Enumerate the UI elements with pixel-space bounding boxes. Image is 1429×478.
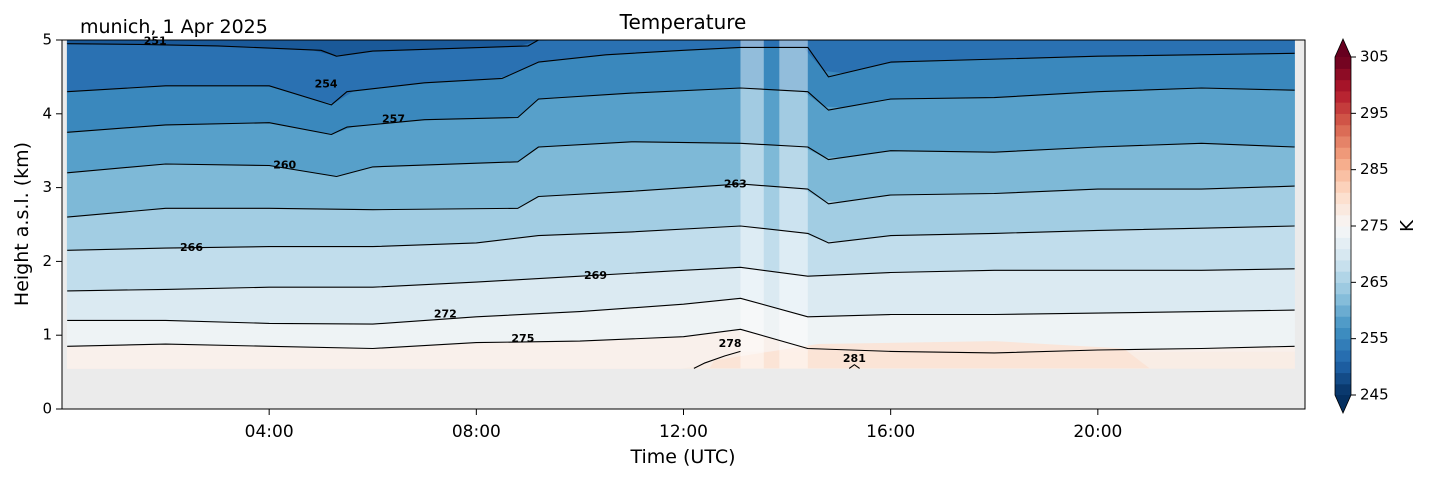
colorbar-segment: [1335, 383, 1351, 396]
contour-line-254: [67, 46, 1295, 106]
colorbar-segment: [1335, 203, 1351, 216]
contour-label-281: 281: [843, 352, 866, 365]
colorbar-segment: [1335, 158, 1351, 171]
contour-label-278: 278: [719, 337, 742, 350]
contour-line-269: [67, 266, 1295, 292]
contour-line-257: [67, 87, 1295, 136]
colorbar-tick-label-275: 275: [1360, 217, 1389, 235]
colorbar-segment: [1335, 102, 1351, 114]
temperature-field: [66, 40, 1295, 369]
x-tick-label-12: 12:00: [659, 422, 708, 442]
contour-label-263: 263: [724, 178, 747, 191]
colorbar-segment: [1335, 169, 1351, 182]
y-axis: 0 1 2 3 4 5: [42, 31, 62, 418]
colorbar-segment: [1335, 147, 1351, 159]
data-gap-1: [740, 40, 764, 369]
colorbar-segment: [1335, 293, 1351, 306]
x-axis: 04:00 08:00 12:00 16:00 20:00: [245, 409, 1122, 442]
contour-label-257: 257: [382, 113, 405, 126]
chart-title: Temperature: [619, 10, 747, 34]
colorbar-segment: [1335, 316, 1351, 328]
contour-label-251: 251: [144, 35, 167, 48]
colorbar-segment: [1335, 248, 1351, 261]
colorbar-tick-label-295: 295: [1360, 104, 1389, 122]
colorbar-tick-label-265: 265: [1360, 273, 1389, 291]
warm-surface-layer: [709, 341, 1150, 369]
colorbar-segment: [1335, 372, 1351, 385]
contour-line-272: [67, 297, 1295, 325]
contour-label-266: 266: [180, 241, 203, 254]
y-tick-label-4: 4: [42, 104, 52, 122]
colorbar-segment: [1335, 79, 1351, 92]
contour-line-266: [67, 225, 1295, 251]
colorbar-segment: [1335, 124, 1351, 137]
data-gap-2: [779, 40, 808, 369]
colorbar-tick-label-305: 305: [1360, 48, 1389, 66]
contour-line-278: [693, 350, 741, 369]
contour-label-269: 269: [584, 269, 607, 282]
x-tick-label-20: 20:00: [1073, 422, 1122, 442]
colorbar-segment: [1335, 226, 1351, 238]
x-tick-label-16: 16:00: [866, 422, 915, 442]
colorbar-tick-label-255: 255: [1360, 329, 1389, 347]
contour-line-275: [67, 328, 1295, 354]
colorbar-segment: [1335, 338, 1351, 351]
contour-label-254: 254: [315, 77, 338, 90]
colorbar-segment: [1335, 192, 1351, 205]
colorbar-segment: [1335, 304, 1351, 317]
y-tick-label-5: 5: [42, 31, 52, 49]
colorbar-segment: [1335, 57, 1351, 69]
contour-lines: [67, 40, 1295, 369]
colorbar-segment: [1335, 237, 1351, 250]
colorbar-min-extension: [1335, 395, 1351, 413]
colorbar-segment: [1335, 282, 1351, 295]
plot-area: 251 254 257 260 263 266 269 272 275 278 281: [61, 35, 1306, 410]
colorbar-tick-label-245: 245: [1360, 386, 1389, 404]
contour-label-275: 275: [511, 332, 534, 345]
y-tick-label-2: 2: [42, 252, 52, 270]
contour-line-281: [848, 364, 860, 369]
colorbar-tick-label-285: 285: [1360, 160, 1389, 178]
colorbar-segment: [1335, 214, 1351, 227]
colorbar-segment: [1335, 349, 1351, 362]
colorbar-segment: [1335, 327, 1351, 340]
colorbar-segment: [1335, 90, 1351, 103]
colorbar-segment: [1335, 271, 1351, 283]
y-axis-label: Height a.s.l. (km): [11, 142, 33, 306]
contour-line-251: [67, 40, 539, 57]
x-tick-label-8: 08:00: [452, 422, 501, 442]
contour-line-260: [67, 141, 1295, 178]
colorbar-segment: [1335, 259, 1351, 272]
colorbar-segment: [1335, 180, 1351, 193]
y-tick-label-3: 3: [42, 178, 52, 196]
x-tick-label-4: 04:00: [245, 422, 294, 442]
colorbar-segment: [1335, 68, 1351, 81]
colorbar-segment: [1335, 113, 1351, 126]
contour-label-272: 272: [434, 308, 457, 321]
colorbar-segment: [1335, 135, 1351, 148]
contour-labels: 251 254 257 260 263 266 269 272 275 278 281: [144, 35, 866, 365]
colorbar-label: K: [1397, 219, 1418, 232]
colorbar: 245 255 265 275 285 295 305: [1334, 38, 1389, 414]
x-axis-label: Time (UTC): [629, 446, 735, 468]
y-tick-label-0: 0: [42, 400, 52, 418]
location-date-label: munich, 1 Apr 2025: [80, 16, 268, 38]
contour-label-260: 260: [273, 159, 296, 172]
colorbar-segment: [1335, 361, 1351, 374]
y-tick-label-1: 1: [42, 326, 52, 344]
colorbar-max-extension: [1335, 39, 1351, 57]
contour-line-263: [67, 183, 1295, 218]
